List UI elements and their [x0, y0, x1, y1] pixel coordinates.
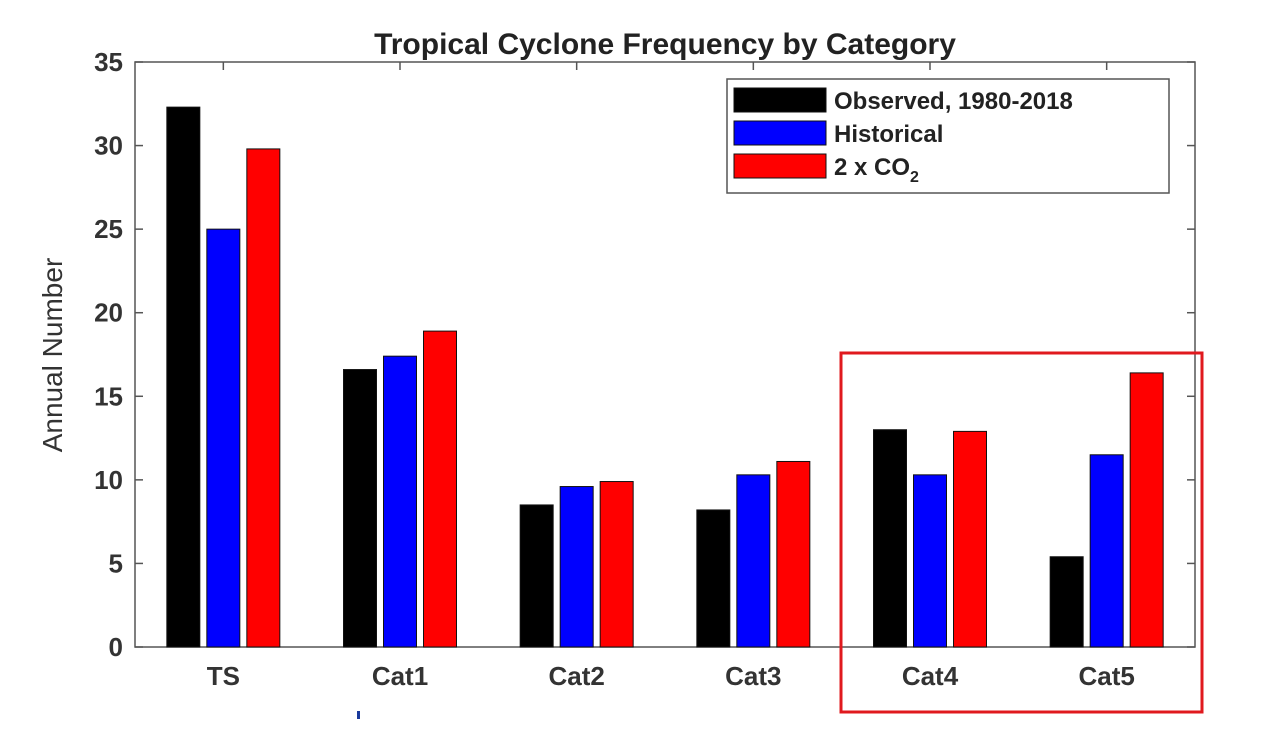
- x-tick-label: Cat1: [372, 661, 428, 691]
- tick-mark-artifact: [357, 711, 360, 719]
- y-tick-label: 15: [94, 381, 123, 411]
- chart-title: Tropical Cyclone Frequency by Category: [374, 28, 956, 61]
- bar-cat3-series-2: [776, 460, 811, 648]
- y-tick-labels: 0 5 10 15 20 25 30 35: [94, 47, 123, 662]
- y-tick-label: 30: [94, 131, 123, 161]
- y-tick-label: 5: [109, 548, 123, 578]
- legend: Observed, 1980-2018 Historical 2 x CO2: [726, 78, 1170, 194]
- bar-ts-series-2: [246, 148, 281, 648]
- legend-swatch-0: [733, 87, 827, 113]
- x-tick-label: Cat5: [1078, 661, 1134, 691]
- legend-label-1: Historical: [834, 121, 943, 148]
- x-tick-label: Cat4: [902, 661, 959, 691]
- bar-cat1-series-1: [383, 355, 417, 648]
- legend-swatch-1: [733, 120, 827, 146]
- bar-cat3-series-0: [696, 509, 731, 648]
- y-axis-label: Annual Number: [37, 258, 68, 453]
- bar-cat5-series-1: [1089, 454, 1124, 648]
- x-tick-label: Cat3: [725, 661, 781, 691]
- x-tick-label: Cat2: [548, 661, 604, 691]
- bar-cat4-series-0: [873, 429, 907, 648]
- legend-swatch-2: [733, 153, 827, 179]
- bars: [166, 106, 1164, 648]
- bar-cat4-series-1: [913, 474, 947, 648]
- y-tick-label: 25: [94, 214, 123, 244]
- y-tick-label: 35: [94, 47, 123, 77]
- legend-label-2: 2 x CO2: [834, 154, 919, 186]
- y-tick-label: 10: [94, 465, 123, 495]
- bar-cat2-series-2: [599, 481, 634, 648]
- bar-cat2-series-0: [519, 504, 554, 648]
- x-tick-labels: TS Cat1 Cat2 Cat3 Cat4 Cat5: [207, 661, 1135, 691]
- bar-cat1-series-0: [343, 369, 377, 648]
- bar-cat1-series-2: [423, 330, 457, 648]
- y-tick-label: 20: [94, 298, 123, 328]
- x-tick-label: TS: [207, 661, 240, 691]
- bar-cat5-series-2: [1129, 372, 1164, 648]
- bar-cat3-series-1: [736, 474, 771, 648]
- bar-cat4-series-2: [953, 430, 987, 648]
- highlight-box: [839, 351, 1204, 714]
- bar-cat2-series-1: [559, 486, 594, 648]
- bar-ts-series-1: [206, 228, 241, 648]
- legend-label-0: Observed, 1980-2018: [834, 88, 1073, 115]
- y-tick-label: 0: [109, 632, 123, 662]
- bar-ts-series-0: [166, 106, 201, 648]
- bar-cat5-series-0: [1049, 556, 1084, 648]
